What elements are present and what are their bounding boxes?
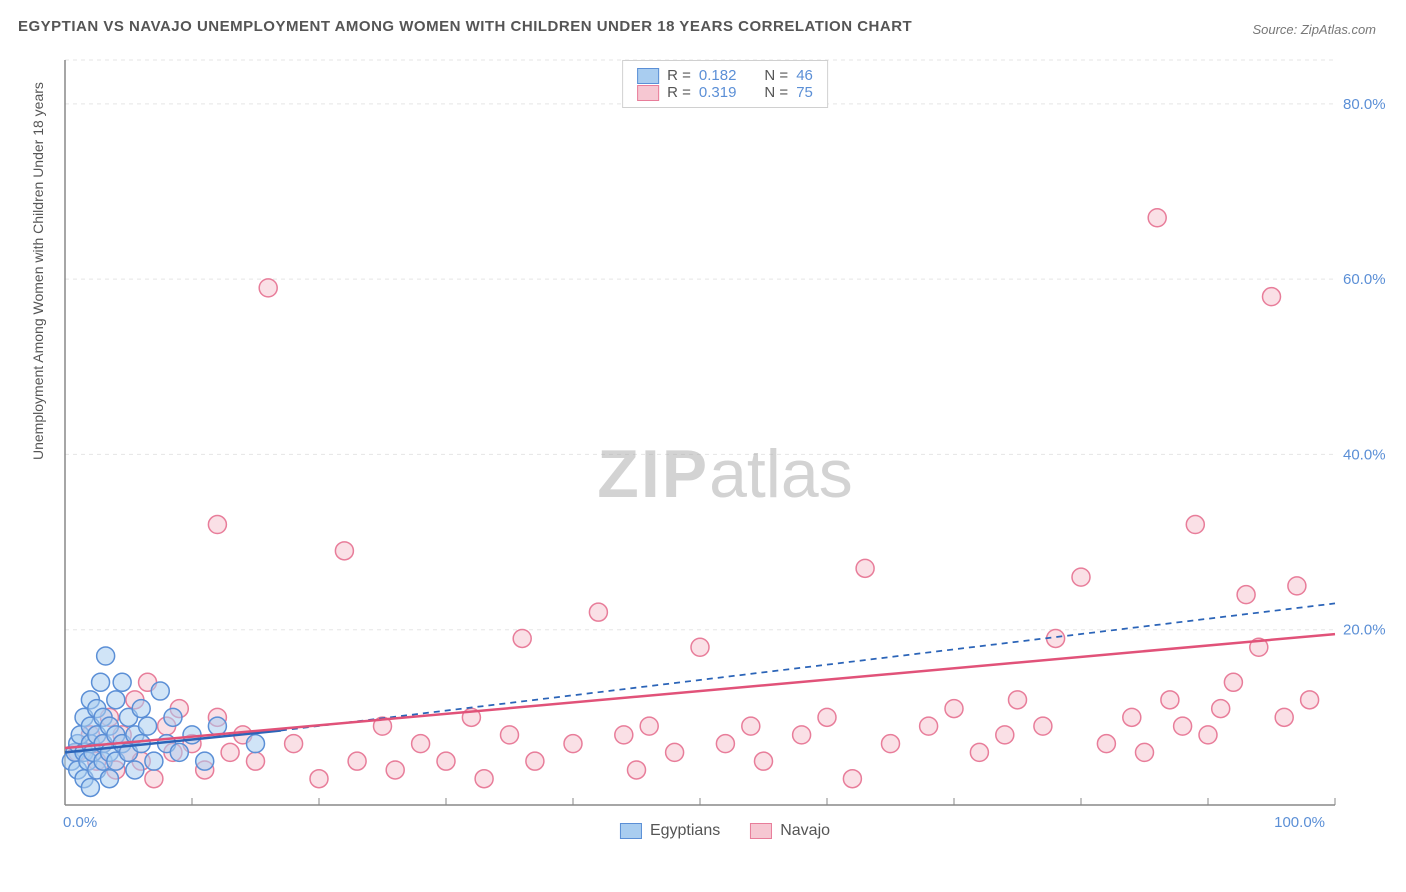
r-label: R =	[667, 84, 691, 101]
svg-text:60.0%: 60.0%	[1343, 271, 1386, 288]
svg-text:0.0%: 0.0%	[63, 814, 97, 831]
svg-text:40.0%: 40.0%	[1343, 446, 1386, 463]
svg-text:20.0%: 20.0%	[1343, 622, 1386, 639]
n-value-egyptians: 46	[796, 67, 813, 84]
n-label: N =	[764, 84, 788, 101]
legend-row-egyptians: R = 0.182 N = 46	[637, 67, 813, 84]
y-axis-label: Unemployment Among Women with Children U…	[30, 82, 46, 460]
legend-item-navajo: Navajo	[750, 822, 830, 840]
swatch-egyptians	[637, 68, 659, 84]
legend-item-egyptians: Egyptians	[620, 822, 720, 840]
svg-text:100.0%: 100.0%	[1274, 814, 1325, 831]
series-name-egyptians: Egyptians	[650, 822, 720, 840]
swatch-navajo	[637, 85, 659, 101]
scatter-chart: 20.0%40.0%60.0%80.0%0.0%100.0% ZIPatlas …	[60, 55, 1390, 840]
r-value-egyptians: 0.182	[699, 67, 737, 84]
series-name-navajo: Navajo	[780, 822, 830, 840]
swatch-navajo	[750, 823, 772, 839]
r-value-navajo: 0.319	[699, 84, 737, 101]
n-value-navajo: 75	[796, 84, 813, 101]
legend-row-navajo: R = 0.319 N = 75	[637, 84, 813, 101]
correlation-legend: R = 0.182 N = 46 R = 0.319 N = 75	[622, 60, 828, 108]
source-label: Source: ZipAtlas.com	[1252, 22, 1376, 37]
series-legend: Egyptians Navajo	[620, 822, 830, 840]
chart-svg: 20.0% 40.0% 60.0% 80.0% 0.0% 100.0%	[60, 55, 1390, 840]
n-label: N =	[764, 67, 788, 84]
swatch-egyptians	[620, 823, 642, 839]
r-label: R =	[667, 67, 691, 84]
svg-text:80.0%: 80.0%	[1343, 96, 1386, 113]
chart-title: EGYPTIAN VS NAVAJO UNEMPLOYMENT AMONG WO…	[18, 18, 912, 35]
